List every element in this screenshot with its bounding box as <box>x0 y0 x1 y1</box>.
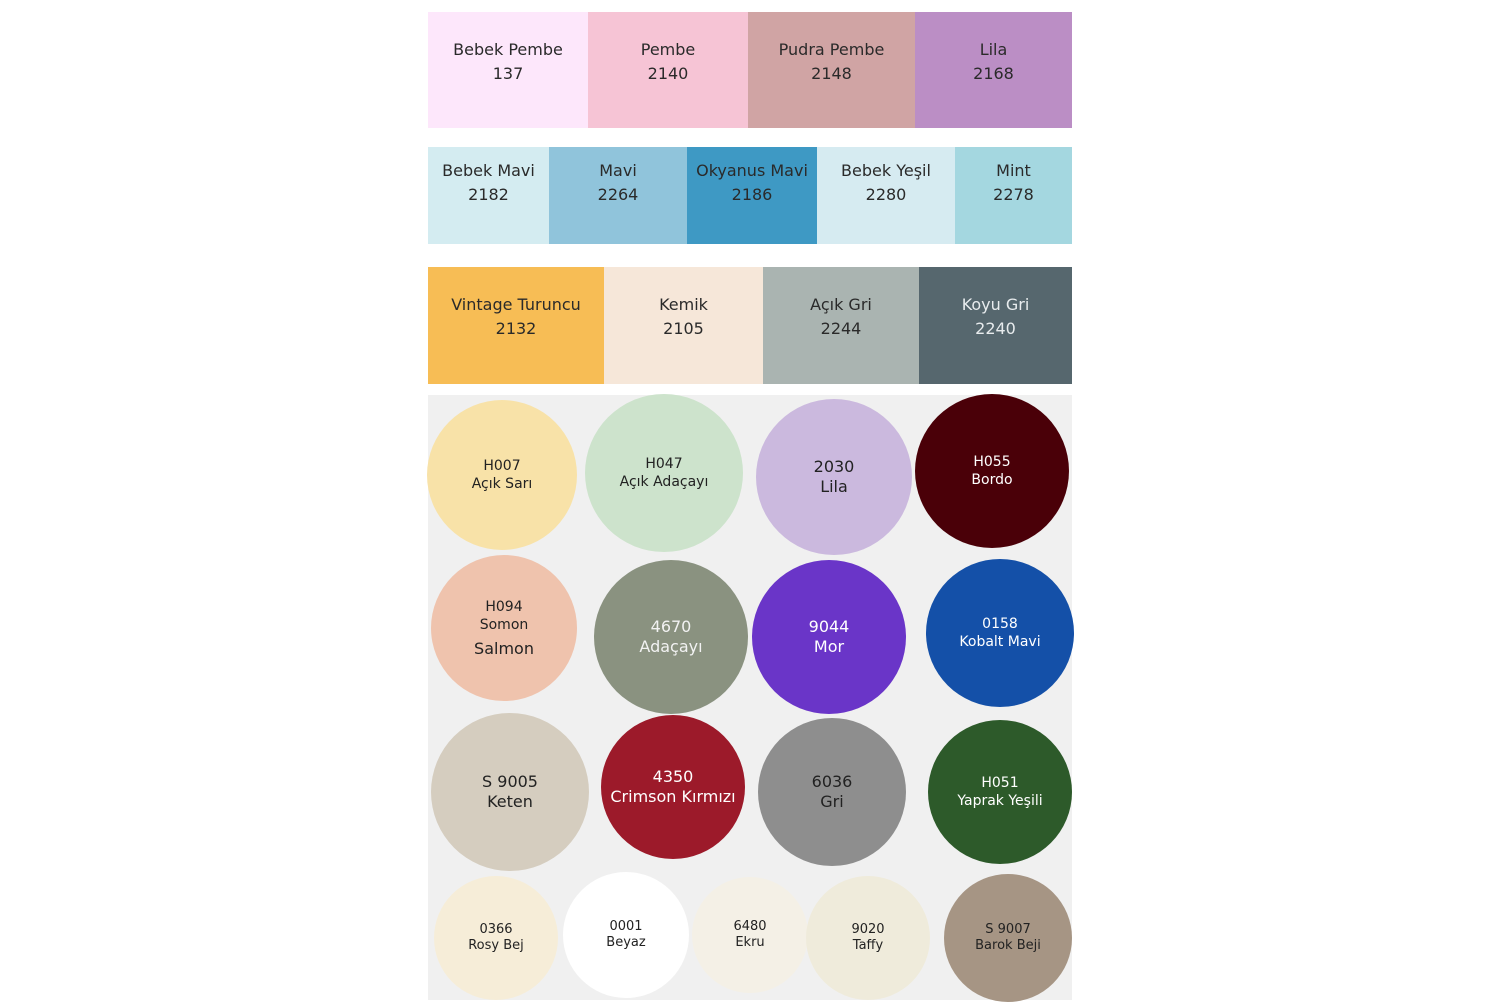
circle-name: Taffy <box>852 938 884 953</box>
circle-code: H055 <box>973 454 1011 470</box>
circle-code: H094 <box>485 599 523 615</box>
circle-swatch: 2030 Lila <box>756 399 912 555</box>
swatch-code: 2244 <box>820 319 862 338</box>
color-swatch: Kemik 2105 <box>604 267 763 384</box>
circle-swatch: 4670 Adaçayı <box>594 560 748 714</box>
circle-swatch: H051 Yaprak Yeşili <box>928 720 1072 864</box>
circle-name: Ekru <box>735 935 765 950</box>
color-swatch: Mavi 2264 <box>549 147 687 244</box>
circle-name: Yaprak Yeşili <box>957 793 1043 809</box>
circle-code: 2030 <box>813 457 855 476</box>
color-swatch: Bebek Yeşil 2280 <box>817 147 955 244</box>
swatch-code: 2240 <box>975 319 1016 338</box>
circle-name: Gri <box>820 792 844 811</box>
circle-swatch: S 9005 Keten <box>431 713 589 871</box>
swatch-name: Kemik <box>659 295 708 314</box>
swatch-code: 2278 <box>993 185 1034 204</box>
circle-name: Bordo <box>971 472 1013 488</box>
color-swatch: Vintage Turuncu 2132 <box>428 267 604 384</box>
swatch-name: Koyu Gri <box>961 295 1030 314</box>
circle-swatch: H094 Somon Salmon <box>431 555 577 701</box>
color-swatch: Koyu Gri 2240 <box>919 267 1072 384</box>
circle-swatch: S 9007 Barok Beji <box>944 874 1072 1002</box>
swatch-name: Mavi <box>599 161 637 180</box>
circle-swatch: H047 Açık Adaçayı <box>585 394 743 552</box>
circle-name: Crimson Kırmızı <box>610 787 736 806</box>
swatch-code: 2132 <box>495 319 537 338</box>
circle-code: 0366 <box>479 922 513 937</box>
swatch-code: 2280 <box>865 185 907 204</box>
circle-swatch: 0366 Rosy Bej <box>434 876 558 1000</box>
circle-code: 4670 <box>650 617 692 636</box>
circle-swatch: 9020 Taffy <box>806 876 930 1000</box>
circle-code: 9044 <box>808 617 850 636</box>
swatch-name: Vintage Turuncu <box>451 295 581 314</box>
color-swatch: Bebek Mavi 2182 <box>428 147 549 244</box>
swatch-code: 2105 <box>663 319 704 338</box>
circle-code: 0158 <box>982 616 1018 632</box>
circle-name: Rosy Bej <box>468 938 524 953</box>
swatch-name: Bebek Mavi <box>442 161 535 180</box>
swatch-name: Mint <box>996 161 1031 180</box>
color-swatch: Pudra Pembe 2148 <box>748 12 915 128</box>
color-swatch: Lila 2168 <box>915 12 1072 128</box>
circle-swatch: 6480 Ekru <box>692 877 808 993</box>
circle-swatch: 4350 Crimson Kırmızı <box>601 715 745 859</box>
circle-code: 6036 <box>811 772 853 791</box>
swatch-name: Bebek Pembe <box>453 40 563 59</box>
circle-code: 4350 <box>652 767 694 786</box>
circle-swatch: H055 Bordo <box>915 394 1069 548</box>
circle-code: H047 <box>645 456 683 472</box>
swatch-name: Açık Gri <box>810 295 872 314</box>
circle-name: Barok Beji <box>975 938 1041 953</box>
circle-swatch: 6036 Gri <box>758 718 906 866</box>
circle-code: 0001 <box>609 919 643 934</box>
circle-name: Lila <box>820 477 848 496</box>
circle-code: 6480 <box>733 919 767 934</box>
circle-code: H051 <box>981 775 1019 791</box>
circle-name: Açık Sarı <box>471 476 533 492</box>
swatch-code: 2148 <box>811 64 852 83</box>
circle-name: Beyaz <box>606 935 646 950</box>
circle-name: Kobalt Mavi <box>959 634 1041 650</box>
circle-name: Somon <box>479 617 529 633</box>
circle-extra: Salmon <box>474 639 534 658</box>
swatch-name: Lila <box>979 40 1008 59</box>
swatch-name: Pudra Pembe <box>778 40 885 59</box>
circle-swatch: 0158 Kobalt Mavi <box>926 559 1074 707</box>
swatch-code: 2186 <box>731 185 773 204</box>
swatch-name: Pembe <box>640 40 696 59</box>
circle-code: 9020 <box>851 922 885 937</box>
swatch-name: Okyanus Mavi <box>696 161 808 180</box>
circle-name: Açık Adaçayı <box>619 474 709 490</box>
color-swatch: Okyanus Mavi 2186 <box>687 147 817 244</box>
circle-code: H007 <box>483 458 521 474</box>
swatch-code: 2140 <box>647 64 689 83</box>
circle-code: S 9007 <box>985 922 1031 937</box>
circle-swatch: 0001 Beyaz <box>563 872 689 998</box>
swatch-code: 2168 <box>973 64 1014 83</box>
swatch-code: 2182 <box>468 185 509 204</box>
color-swatch: Bebek Pembe 137 <box>428 12 588 128</box>
swatch-code: 2264 <box>597 185 639 204</box>
color-swatch: Pembe 2140 <box>588 12 748 128</box>
circle-code: S 9005 <box>482 772 538 791</box>
circle-name: Mor <box>813 637 845 656</box>
swatch-code: 137 <box>492 64 524 83</box>
swatch-name: Bebek Yeşil <box>841 161 931 180</box>
circle-name: Adaçayı <box>639 637 703 656</box>
circle-swatch: 9044 Mor <box>752 560 906 714</box>
circle-name: Keten <box>487 792 533 811</box>
color-swatch: Mint 2278 <box>955 147 1072 244</box>
circle-swatch: H007 Açık Sarı <box>427 400 577 550</box>
color-swatch: Açık Gri 2244 <box>763 267 919 384</box>
